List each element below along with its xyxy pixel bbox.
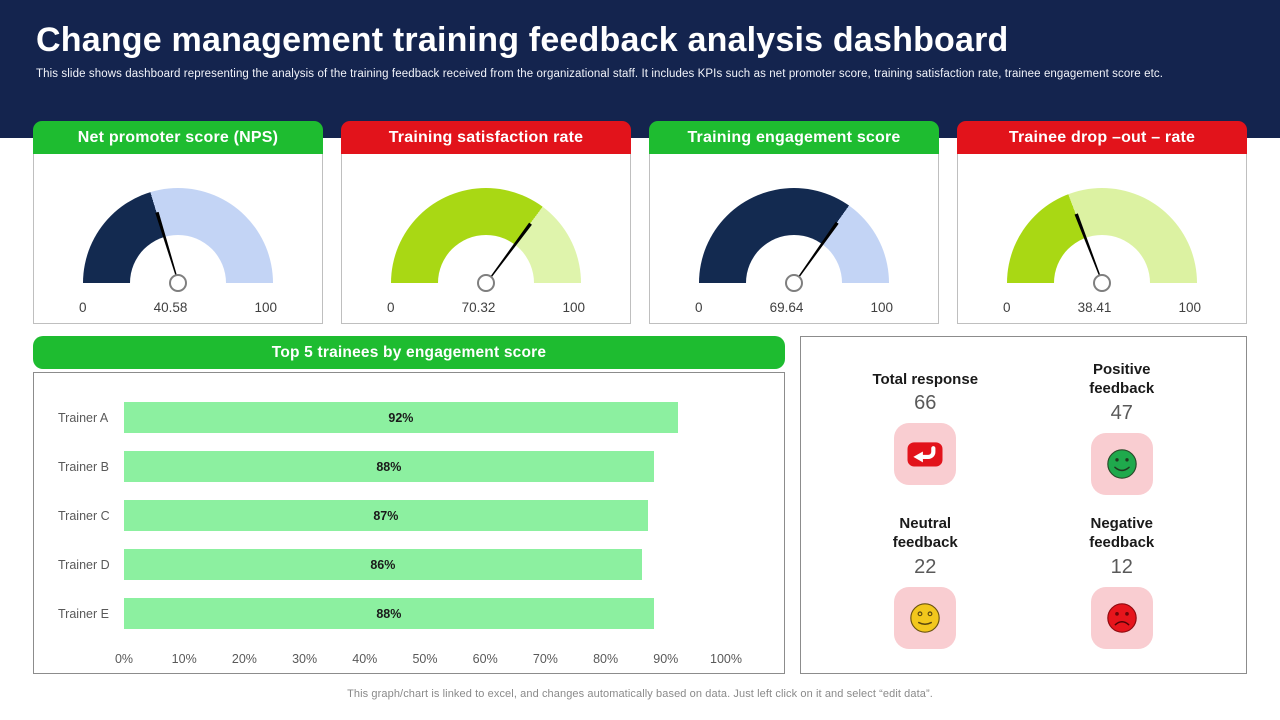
gauge-min-label: 0 bbox=[695, 300, 703, 315]
gauge-chart-dropout[interactable]: 0 38.41 100 bbox=[957, 154, 1247, 324]
bar-row: Trainer D 86% bbox=[40, 540, 770, 589]
gauge-max-label: 100 bbox=[562, 300, 585, 315]
gauge-min-label: 0 bbox=[1003, 300, 1011, 315]
gauge-value-label: 69.64 bbox=[769, 300, 804, 315]
gauge-value-label: 38.41 bbox=[1077, 300, 1112, 315]
gauge-chart-nps[interactable]: 0 40.58 100 bbox=[33, 154, 323, 324]
stat-card: Neutral feedback 22 bbox=[827, 505, 1024, 659]
bar-chart[interactable]: Trainer A 92% Trainer B 88% Trainer C 87% Trai… bbox=[33, 372, 785, 674]
bottom-row: Top 5 trainees by engagement score Train… bbox=[33, 336, 1247, 674]
gauge-max-label: 100 bbox=[1178, 300, 1201, 315]
bar-track: 86% bbox=[124, 549, 726, 580]
gauge-arc bbox=[699, 188, 889, 298]
bar-category-label: Trainer C bbox=[58, 508, 110, 523]
gauge-chart-engagement[interactable]: 0 69.64 100 bbox=[649, 154, 939, 324]
bar-track: 88% bbox=[124, 451, 726, 482]
gauge-title-nps: Net promoter score (NPS) bbox=[33, 121, 323, 154]
bar-track: 87% bbox=[124, 500, 726, 531]
bar-fill: 88% bbox=[124, 598, 654, 629]
gauge-panel-nps: Net promoter score (NPS) 0 40.58 100 bbox=[33, 121, 323, 324]
bar-chart-title: Top 5 trainees by engagement score bbox=[33, 336, 785, 369]
bar-row: Trainer E 88% bbox=[40, 589, 770, 638]
x-axis-tick: 50% bbox=[412, 652, 438, 666]
gauge-title-dropout: Trainee drop –out – rate bbox=[957, 121, 1247, 154]
stat-label: Negative feedback bbox=[1089, 515, 1155, 551]
stat-card: Total response 66 bbox=[827, 351, 1024, 505]
reply-arrow-icon bbox=[894, 423, 957, 486]
gauge-arc bbox=[391, 188, 581, 298]
stat-label: Neutral feedback bbox=[892, 515, 958, 551]
x-axis-tick: 60% bbox=[472, 652, 498, 666]
x-axis-tick: 80% bbox=[593, 652, 619, 666]
bar-fill: 87% bbox=[124, 500, 648, 531]
x-axis-tick: 90% bbox=[653, 652, 679, 666]
kpi-gauges-row: Net promoter score (NPS) 0 40.58 100 Tra… bbox=[33, 121, 1247, 324]
footer-note: This graph/chart is linked to excel, and… bbox=[347, 688, 933, 700]
bar-category-label: Trainer B bbox=[58, 459, 109, 474]
gauge-pivot bbox=[477, 274, 495, 292]
gauge-pivot bbox=[785, 274, 803, 292]
gauge-max-label: 100 bbox=[254, 300, 277, 315]
x-axis-tick: 0% bbox=[114, 652, 134, 666]
bar-row: Trainer A 92% bbox=[40, 393, 770, 442]
stat-value: 66 bbox=[914, 392, 937, 415]
bar-fill: 92% bbox=[124, 402, 678, 433]
bar-category-label: Trainer A bbox=[58, 410, 109, 425]
x-axis-tick: 10% bbox=[171, 652, 197, 666]
gauge-panel-satisfaction: Training satisfaction rate 0 70.32 100 bbox=[341, 121, 631, 324]
bar-track: 92% bbox=[124, 402, 726, 433]
top5-trainees-panel: Top 5 trainees by engagement score Train… bbox=[33, 336, 785, 674]
bar-fill: 88% bbox=[124, 451, 654, 482]
x-axis-tick: 70% bbox=[532, 652, 558, 666]
x-axis-tick: 100% bbox=[710, 652, 742, 666]
stat-card: Positive feedback 47 bbox=[1024, 351, 1221, 505]
bar-value-label: 88% bbox=[376, 459, 402, 474]
feedback-stats-panel: Total response 66 Positive feedback 47 Neu… bbox=[800, 336, 1247, 674]
gauge-panel-dropout: Trainee drop –out – rate 0 38.41 100 bbox=[957, 121, 1247, 324]
gauge-min-label: 0 bbox=[79, 300, 87, 315]
x-axis-tick: 20% bbox=[231, 652, 257, 666]
gauge-arc bbox=[1007, 188, 1197, 298]
stat-value: 47 bbox=[1110, 401, 1133, 424]
gauge-title-satisfaction: Training satisfaction rate bbox=[341, 121, 631, 154]
bar-value-label: 86% bbox=[370, 557, 396, 572]
x-axis-tick: 30% bbox=[292, 652, 318, 666]
stat-value: 12 bbox=[1110, 555, 1133, 578]
gauge-max-label: 100 bbox=[870, 300, 893, 315]
header-band: Change management training feedback anal… bbox=[0, 0, 1280, 138]
gauge-chart-satisfaction[interactable]: 0 70.32 100 bbox=[341, 154, 631, 324]
bar-value-label: 88% bbox=[376, 606, 402, 621]
bar-track: 88% bbox=[124, 598, 726, 629]
bar-category-label: Trainer E bbox=[58, 606, 109, 621]
stat-label: Positive feedback bbox=[1089, 361, 1155, 397]
smiley-sad-icon bbox=[1090, 586, 1153, 649]
bar-value-label: 92% bbox=[388, 410, 414, 425]
stat-value: 22 bbox=[914, 555, 937, 578]
bar-value-label: 87% bbox=[373, 508, 399, 523]
gauge-pivot bbox=[1093, 274, 1111, 292]
gauge-pivot bbox=[169, 274, 187, 292]
gauge-min-label: 0 bbox=[387, 300, 395, 315]
gauge-title-engagement: Training engagement score bbox=[649, 121, 939, 154]
bar-row: Trainer B 88% bbox=[40, 442, 770, 491]
gauge-arc bbox=[83, 188, 273, 298]
stat-label: Total response bbox=[872, 370, 979, 388]
gauge-panel-engagement: Training engagement score 0 69.64 100 bbox=[649, 121, 939, 324]
bar-category-label: Trainer D bbox=[58, 557, 110, 572]
x-axis-tick: 40% bbox=[352, 652, 378, 666]
bar-row: Trainer C 87% bbox=[40, 491, 770, 540]
bar-fill: 86% bbox=[124, 549, 642, 580]
gauge-value-label: 40.58 bbox=[153, 300, 188, 315]
page-subtitle: This slide shows dashboard representing … bbox=[36, 68, 1164, 81]
smiley-happy-icon bbox=[1090, 432, 1153, 495]
smiley-neutral-icon bbox=[894, 586, 957, 649]
bar-x-axis: 0% 10% 20% 30% 40% 50% 60% 70% 80% 90% 100% bbox=[115, 644, 742, 678]
stat-card: Negative feedback 12 bbox=[1024, 505, 1221, 659]
gauge-value-label: 70.32 bbox=[461, 300, 496, 315]
page-title: Change management training feedback anal… bbox=[36, 21, 1009, 59]
bar-rows: Trainer A 92% Trainer B 88% Trainer C 87% Trai… bbox=[40, 393, 770, 638]
